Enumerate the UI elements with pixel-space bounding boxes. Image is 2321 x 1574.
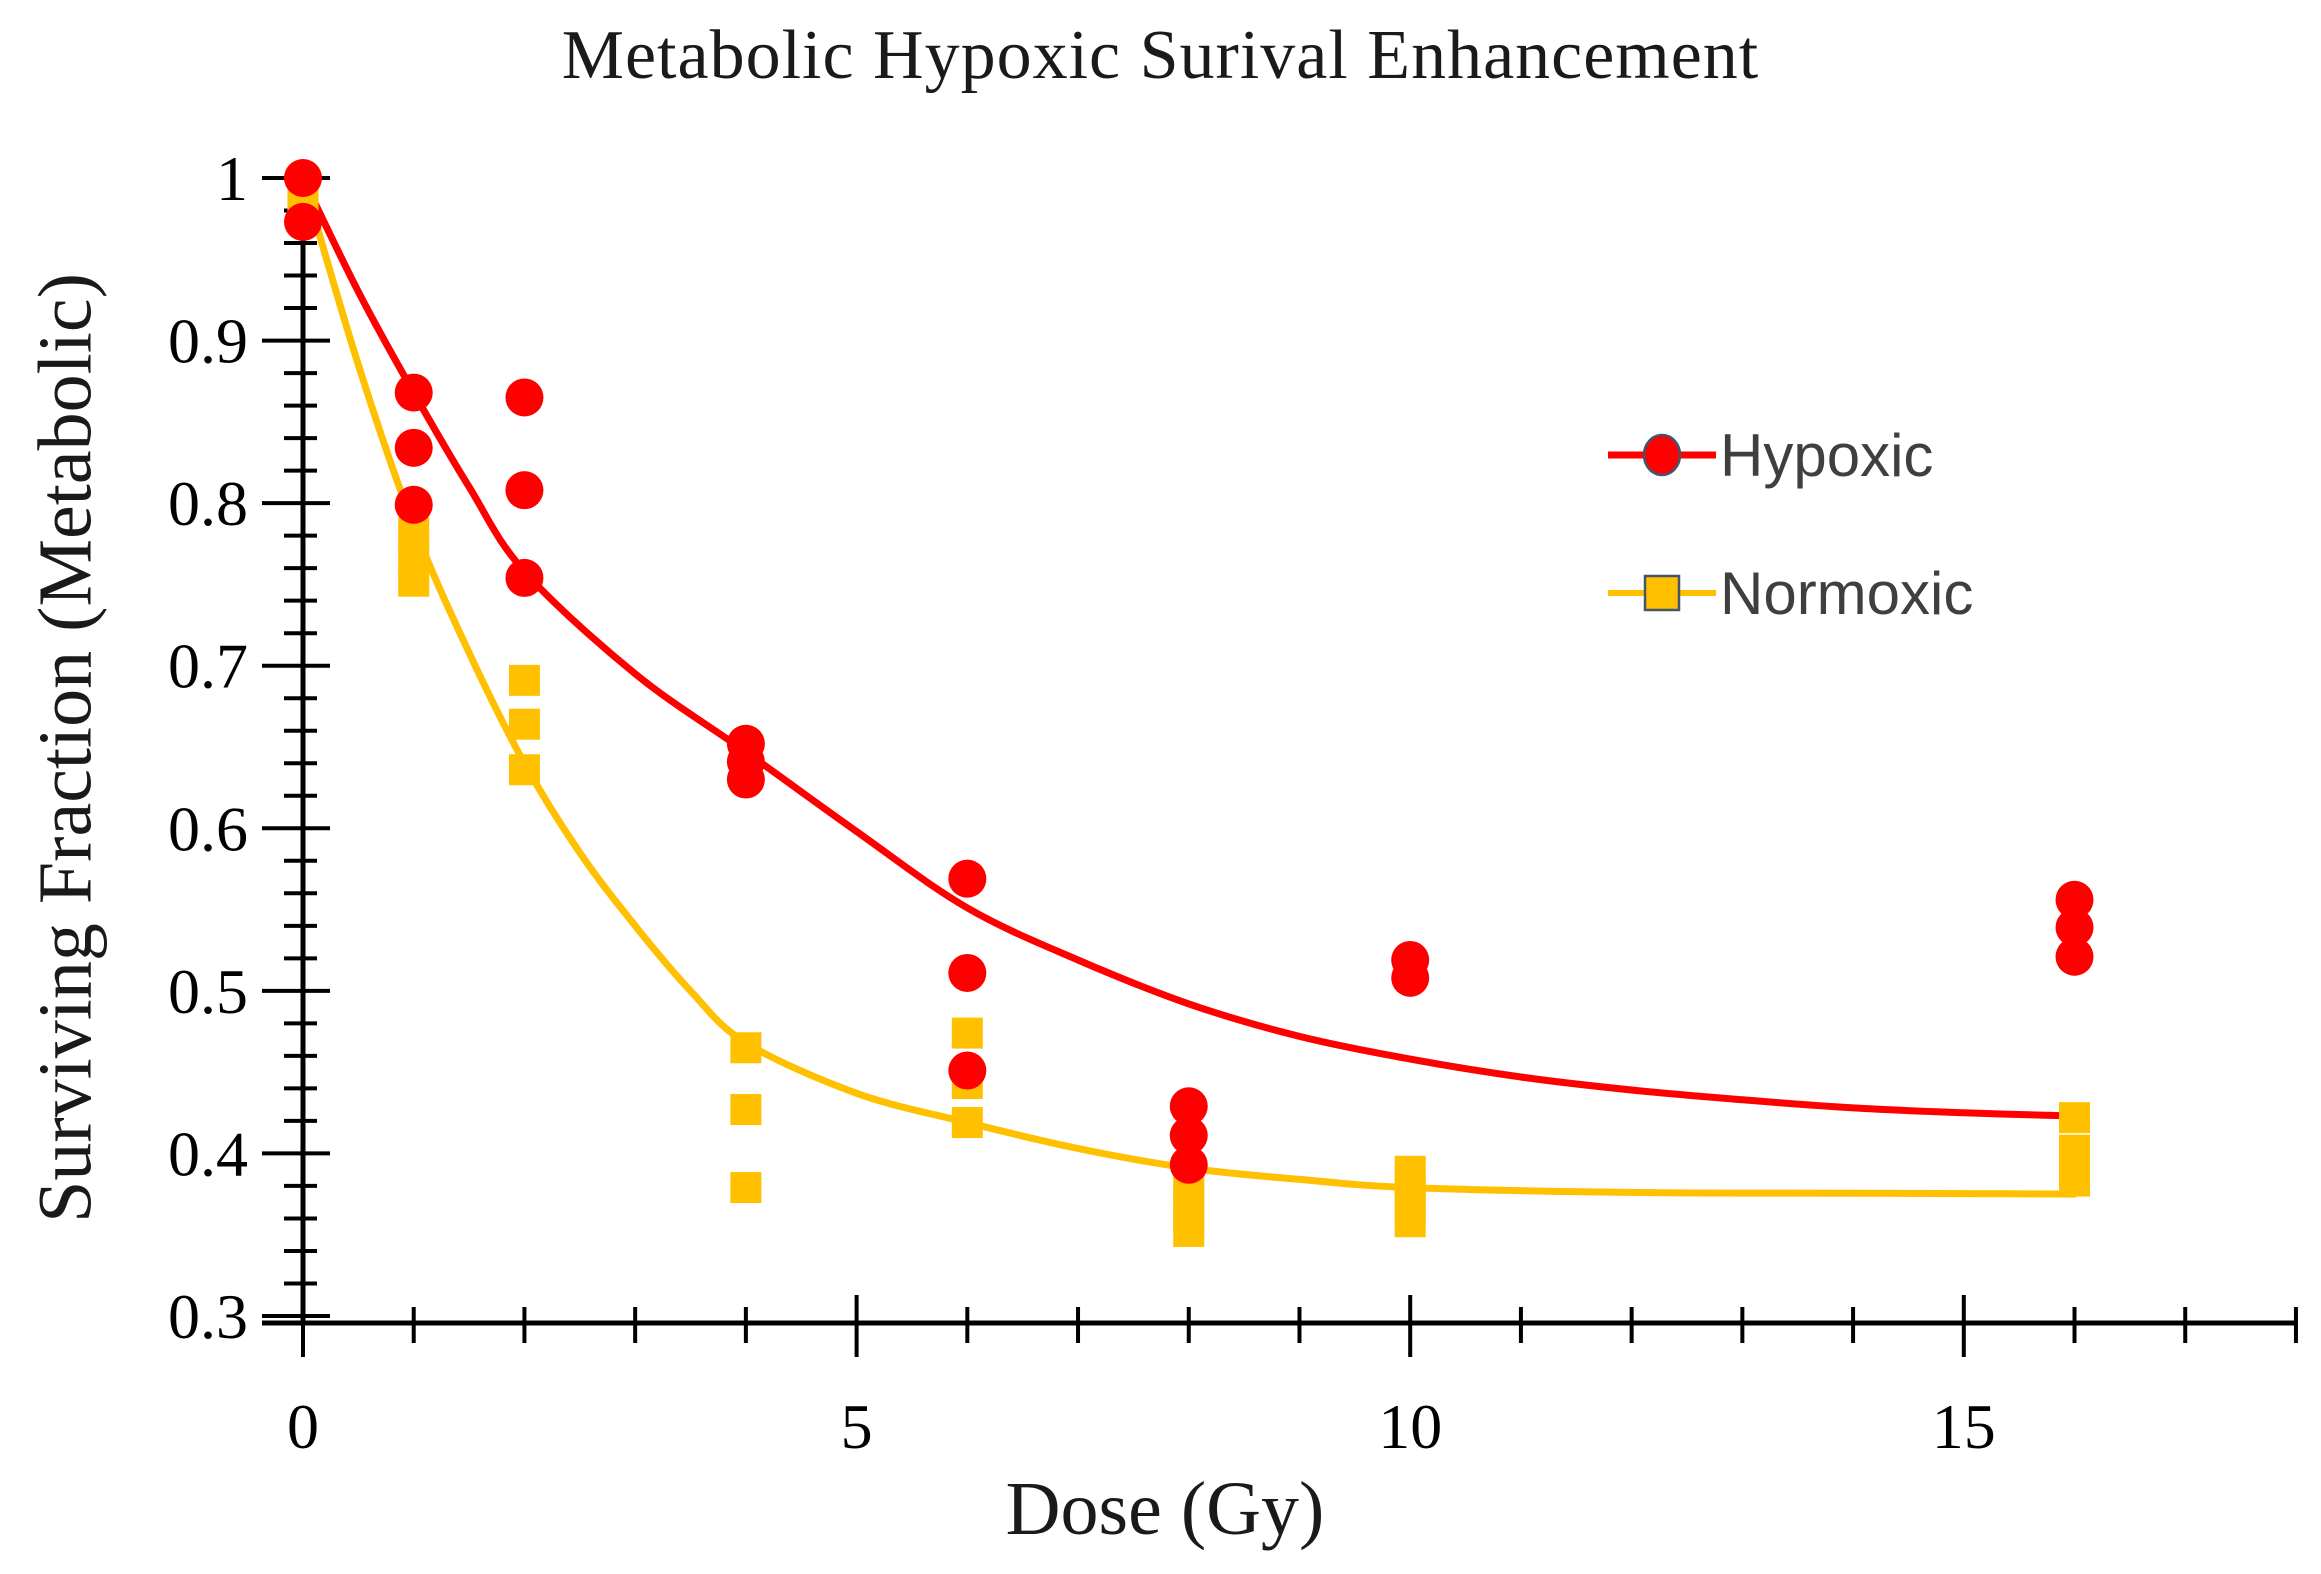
normoxic-point (508, 664, 540, 696)
hypoxic-point (284, 202, 322, 241)
tick-labels: 0 5 10 15 1 0.9 0.8 0.7 0.6 0.5 0.4 0.3 (168, 143, 1996, 1462)
hypoxic-point (948, 1051, 987, 1090)
y-tick-label: 0.5 (168, 956, 248, 1027)
x-tick-label: 5 (841, 1391, 873, 1462)
legend-item-hypoxic: Hypoxic (1606, 416, 1973, 494)
normoxic-point (730, 1172, 762, 1204)
hypoxic-point (505, 378, 544, 417)
data-points-normoxic (287, 177, 2091, 1247)
hypoxic-point (1391, 958, 1430, 997)
axes (262, 170, 2296, 1326)
data-points-hypoxic (284, 159, 2094, 1184)
normoxic-point (730, 1032, 762, 1064)
hypoxic-point (2055, 937, 2094, 976)
legend-label-hypoxic: Hypoxic (1720, 421, 1934, 489)
hypoxic-point (2055, 908, 2094, 947)
hypoxic-point (505, 558, 544, 597)
normoxic-point (2059, 1134, 2091, 1166)
legend: Hypoxic Normoxic (1606, 416, 1973, 632)
normoxic-point (951, 1107, 983, 1139)
y-tick-label: 0.6 (168, 793, 248, 864)
hypoxic-point (1169, 1087, 1208, 1126)
hypoxic-point (726, 760, 765, 799)
legend-label-normoxic: Normoxic (1720, 559, 1974, 627)
hypoxic-point (948, 953, 987, 992)
hypoxic-point (948, 859, 987, 898)
hypoxic-marker-icon (1608, 433, 1716, 477)
y-tick-label: 0.7 (168, 631, 248, 702)
normoxic-point (2059, 1165, 2091, 1197)
hypoxic-point (2055, 880, 2094, 919)
normoxic-point (508, 754, 540, 786)
hypoxic-point (505, 471, 544, 510)
y-tick-label: 1 (216, 143, 248, 214)
y-tick-label: 0.3 (168, 1281, 248, 1352)
hypoxic-point (394, 373, 433, 412)
y-axis-title: Surviving Fraction (Metabolic) (23, 273, 108, 1223)
chart-title: Metabolic Hypoxic Surival Enhancement (561, 17, 1760, 94)
hypoxic-point (1169, 1145, 1208, 1184)
normoxic-point (951, 1017, 983, 1049)
x-tick-label: 15 (1932, 1391, 1996, 1462)
trend-curve-hypoxic (299, 174, 2078, 1120)
y-tick-label: 0.9 (168, 306, 248, 377)
hypoxic-point (1169, 1116, 1208, 1155)
normoxic-marker-icon (1608, 574, 1716, 612)
hypoxic-point (394, 485, 433, 524)
y-tick-label: 0.8 (168, 468, 248, 539)
normoxic-point (398, 565, 430, 597)
trend-curve-normoxic (299, 174, 2078, 1198)
y-tick-label: 0.4 (168, 1118, 248, 1189)
hypoxic-point (284, 159, 322, 197)
x-axis-title: Dose (Gy) (1005, 1467, 1325, 1551)
normoxic-point (508, 708, 540, 740)
normoxic-point (1394, 1206, 1426, 1238)
legend-item-normoxic: Normoxic (1606, 554, 1973, 632)
hypoxic-point (394, 428, 433, 467)
normoxic-point (1173, 1215, 1205, 1247)
normoxic-point (730, 1094, 762, 1126)
x-tick-label: 0 (287, 1391, 319, 1462)
normoxic-point (2059, 1102, 2091, 1134)
x-tick-label: 10 (1378, 1391, 1442, 1462)
